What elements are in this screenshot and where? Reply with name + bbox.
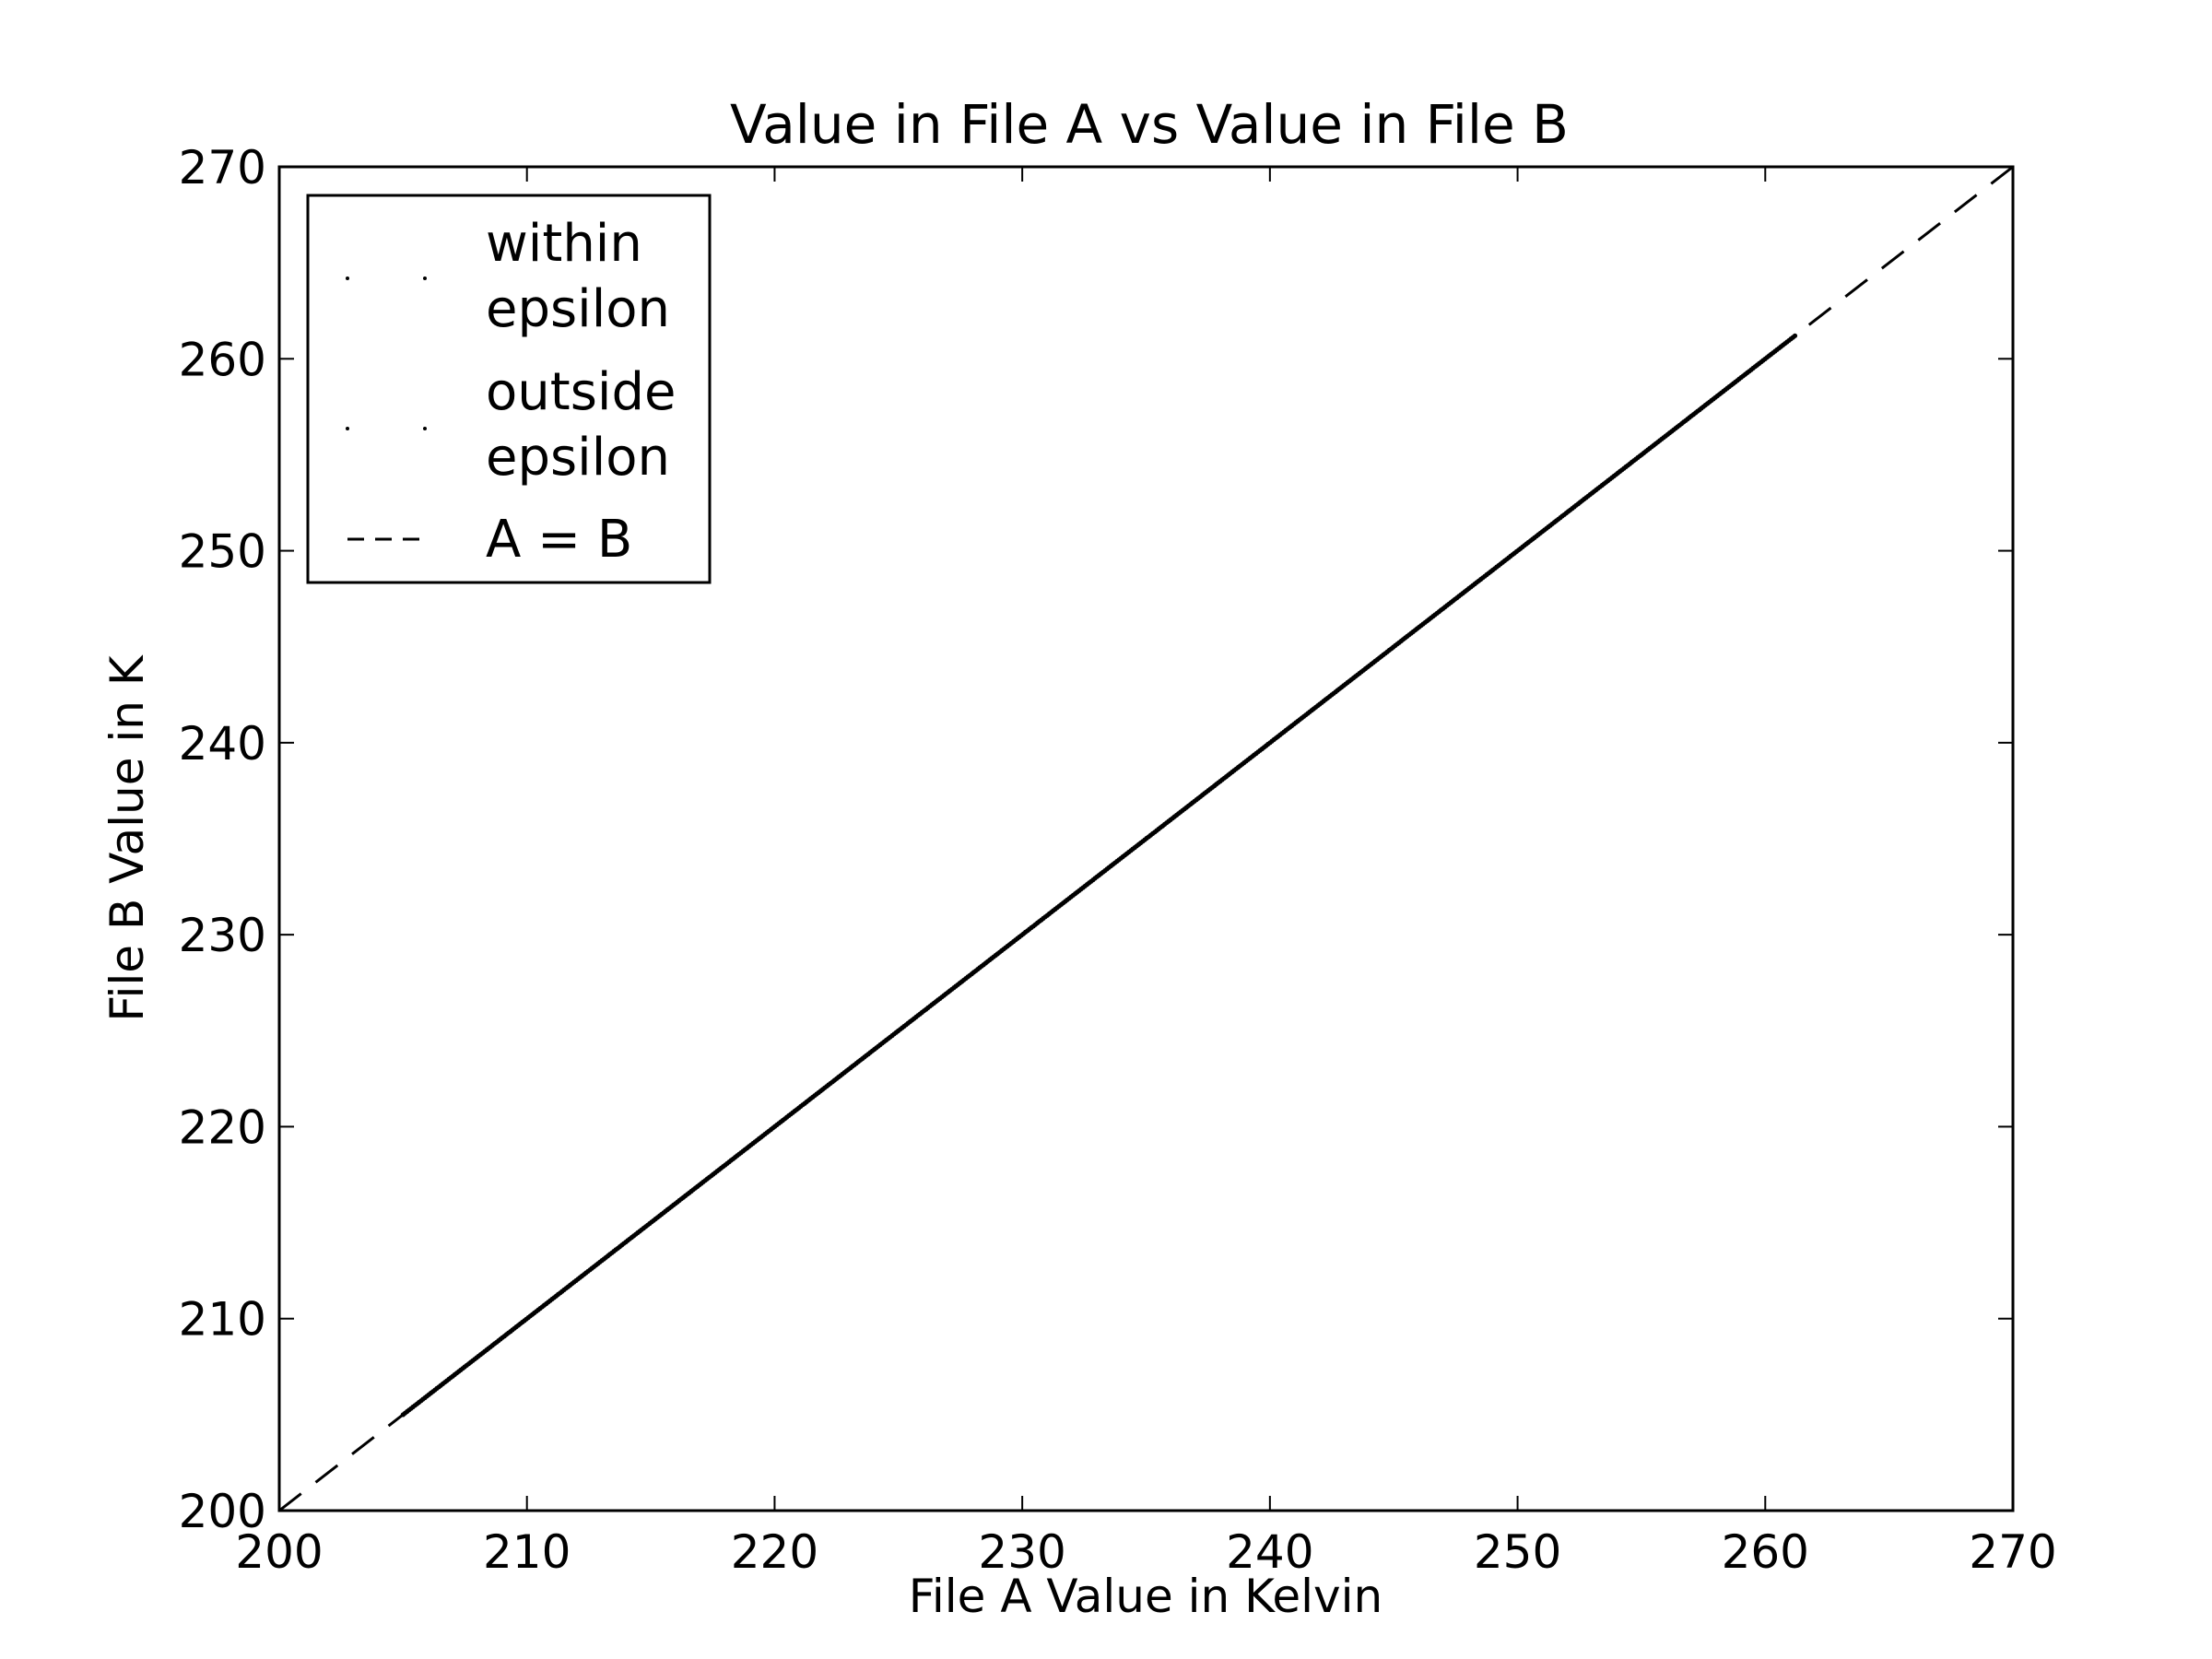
series-outside-epsilon-point (1259, 747, 1264, 751)
series-outside-epsilon-point (1770, 351, 1774, 356)
legend-box (306, 194, 712, 584)
series-outside-epsilon-point (1653, 441, 1658, 446)
series-outside-epsilon-point (1724, 387, 1727, 392)
y-tick-label: 240 (179, 717, 266, 771)
series-outside-epsilon-point (725, 1160, 730, 1165)
series-outside-epsilon-point (540, 1304, 545, 1309)
legend-label-outside-line-2: epsilon (486, 428, 670, 488)
series-outside-epsilon-point (1793, 334, 1797, 338)
series-outside-epsilon-point (679, 1196, 684, 1201)
series-outside-epsilon-point (1213, 783, 1218, 787)
series-outside-epsilon-point (702, 1179, 707, 1183)
series-outside-epsilon-point (1027, 927, 1031, 932)
series-outside-epsilon-point (633, 1232, 638, 1237)
series-outside-epsilon-point (772, 1124, 777, 1129)
series-outside-epsilon-point (1607, 477, 1612, 482)
chart-title: Value in File A vs Value in File B (730, 93, 1569, 156)
series-outside-epsilon-point (1421, 621, 1426, 626)
x-axis-label: File A Value in Kelvin (909, 1570, 1382, 1623)
series-outside-epsilon-point (1491, 567, 1496, 571)
series-outside-epsilon-point (888, 1035, 892, 1040)
series-outside-epsilon-point (1074, 891, 1078, 896)
series-outside-epsilon-point (795, 1107, 800, 1112)
series-outside-epsilon-point (958, 981, 962, 985)
series-outside-epsilon-point (494, 1340, 498, 1345)
legend-marker-outside-dot-2 (423, 427, 427, 430)
series-outside-epsilon-point (401, 1412, 406, 1417)
legend-label-outside-line-1: outside (486, 362, 676, 422)
series-outside-epsilon-point (586, 1268, 591, 1273)
series-outside-epsilon-point (1004, 945, 1008, 949)
x-tick-label: 260 (1722, 1525, 1809, 1579)
y-tick-label: 260 (179, 333, 266, 386)
x-tick-label: 270 (1969, 1525, 2056, 1579)
legend-entry-a-equals-b: A = B (347, 510, 632, 570)
series-outside-epsilon-point (517, 1323, 522, 1327)
y-tick-label: 220 (179, 1100, 266, 1154)
y-tick-label: 250 (179, 525, 266, 579)
series-outside-epsilon-point (841, 1071, 846, 1076)
series-outside-epsilon-point (748, 1143, 753, 1147)
series-outside-epsilon-point (1236, 765, 1241, 770)
legend-marker-within-dot-1 (346, 276, 349, 280)
y-tick-label: 270 (179, 141, 266, 194)
series-outside-epsilon-point (1282, 729, 1287, 734)
series-outside-epsilon-point (1398, 640, 1403, 643)
series-outside-epsilon-point (1747, 370, 1751, 374)
series-outside-epsilon-point (1677, 423, 1681, 428)
series-outside-epsilon-point (563, 1287, 568, 1291)
series-outside-epsilon-point (656, 1215, 661, 1219)
series-outside-epsilon-point (447, 1376, 452, 1381)
x-tick-label: 250 (1474, 1525, 1561, 1579)
axis-ticks: 200 210 220 230 240 250 260 270 200 210 220 230 240 2… (179, 141, 2057, 1579)
series-outside-epsilon-point (470, 1359, 475, 1363)
legend-marker-outside-dot-1 (346, 427, 349, 430)
y-axis-label: File B Value in K (100, 654, 154, 1021)
x-tick-label: 200 (235, 1525, 323, 1579)
series-outside-epsilon-point (935, 999, 939, 1004)
x-tick-label: 210 (483, 1525, 571, 1579)
legend-entry-outside-epsilon: outside epsilon (346, 362, 676, 488)
legend-label-within-line-2: epsilon (486, 279, 670, 339)
series-outside-epsilon-point (1352, 676, 1357, 679)
series-outside-epsilon-point (1051, 909, 1055, 913)
series-outside-epsilon-point (424, 1394, 429, 1399)
series-outside-epsilon-point (1700, 406, 1704, 410)
series-outside-epsilon-point (1190, 801, 1194, 806)
series-outside-epsilon-point (1329, 693, 1334, 698)
x-tick-label: 220 (731, 1525, 818, 1579)
series-outside-epsilon-point (1630, 459, 1635, 464)
series-outside-epsilon-point (1537, 531, 1542, 535)
legend-marker-within-dot-2 (423, 276, 427, 280)
plot-area (278, 165, 2014, 1512)
series-outside-epsilon-point (1167, 819, 1171, 823)
plot-frame (277, 165, 2015, 1512)
series-outside-epsilon-point (1560, 513, 1565, 518)
series-outside-epsilon-point (1514, 549, 1519, 554)
y-tick-label: 200 (179, 1485, 266, 1538)
x-tick-label: 240 (1226, 1525, 1313, 1579)
series-outside-epsilon-point (1097, 873, 1101, 877)
series-outside-epsilon-point (1584, 495, 1588, 500)
legend-label-a-equals-b: A = B (486, 510, 632, 570)
series-outside-epsilon-point (912, 1017, 916, 1021)
series-outside-epsilon-point (1375, 657, 1380, 662)
series-outside-epsilon-point (818, 1088, 823, 1093)
legend-entry-within-epsilon: within epsilon (346, 214, 670, 339)
series-outside-epsilon-point (1306, 712, 1310, 715)
y-tick-label: 210 (179, 1293, 266, 1347)
series-outside-epsilon-point (1143, 837, 1147, 841)
y-tick-label: 230 (179, 909, 266, 962)
legend-label-within-line-1: within (486, 214, 642, 274)
series-outside-epsilon-point (865, 1053, 869, 1057)
x-tick-label: 230 (978, 1525, 1065, 1579)
series-outside-epsilon-point (1468, 585, 1473, 590)
series-outside-epsilon-point (1120, 855, 1124, 860)
series-outside-epsilon-point (981, 963, 985, 968)
legend: within epsilon outside epsilon A = B (306, 194, 712, 584)
series-outside-epsilon-point (609, 1251, 614, 1255)
series-outside-epsilon-point (1445, 603, 1449, 607)
